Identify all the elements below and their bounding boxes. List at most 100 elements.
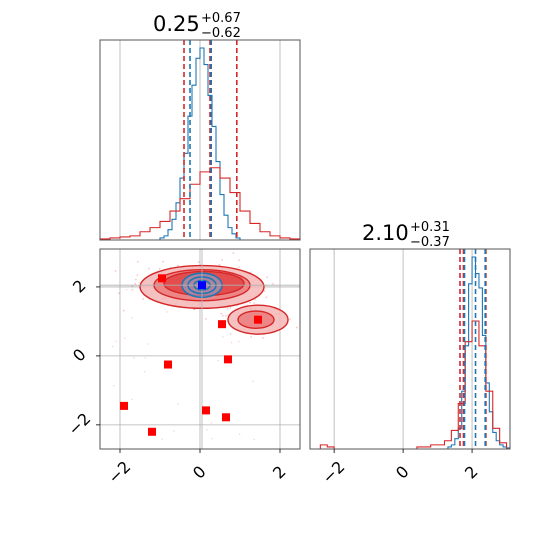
joint-cloud-point [131, 316, 133, 319]
joint-cloud-point [295, 326, 298, 329]
marginal-2-histograms [319, 256, 511, 450]
joint-cloud-point [125, 288, 128, 291]
joint-cloud-point [236, 305, 239, 307]
joint-cloud-point [253, 302, 256, 304]
joint-red-marker [148, 427, 156, 436]
joint-red-markers [120, 274, 262, 436]
joint-cloud-point [232, 252, 235, 254]
marginal-1-title-lower: −0.62 [201, 26, 241, 41]
joint-cloud-point [307, 291, 309, 293]
joint-cloud-point [250, 336, 252, 338]
joint-cloud-point [230, 341, 233, 344]
joint-y-tick-label: 0 [69, 345, 90, 366]
joint-x-ticks: −2 0 2 [104, 449, 290, 487]
joint-cloud-point [173, 430, 175, 432]
marginal-1-grid [119, 40, 281, 240]
joint-cloud-point [177, 264, 179, 267]
marginal-2-x-ticks: −2 0 2 [318, 449, 482, 487]
joint-cloud-point [221, 314, 224, 317]
joint-cloud-point [133, 356, 135, 359]
joint-cloud-point [197, 261, 200, 264]
joint-cloud-point [134, 278, 137, 281]
joint-cloud-point [162, 260, 164, 263]
joint-cloud-point [148, 267, 150, 270]
joint-cloud-point [114, 269, 117, 272]
joint-cloud-point [237, 266, 240, 269]
joint-cloud-point [262, 337, 264, 339]
marginal-1-title-value: 0.25 [153, 12, 200, 36]
joint-cloud-point [229, 332, 232, 335]
marginal-2-grid [333, 249, 473, 449]
joint-cloud-point [266, 276, 268, 279]
joint-cloud-point [263, 290, 266, 292]
joint-cloud-point [226, 307, 229, 310]
marginal-2-x-tick-label: −2 [318, 457, 348, 487]
joint-x-tick-label: 0 [189, 462, 210, 483]
joint-cloud-point [229, 306, 232, 309]
joint-blue-marker [198, 281, 206, 290]
joint-cloud-point [122, 309, 125, 312]
joint-blue-marker [198, 281, 206, 290]
marginal-1-quantile-lines [183, 40, 238, 240]
joint-cloud-point [211, 437, 214, 440]
joint-grid [100, 249, 300, 449]
joint-cloud-point [221, 258, 224, 261]
joint-y-tick-label: 2 [69, 276, 90, 297]
joint-cloud-point [118, 292, 121, 295]
joint-red-marker [120, 401, 128, 410]
joint-cloud-point [143, 370, 146, 373]
joint-cloud-point [265, 296, 268, 299]
marginal-2-quantile-lines [459, 249, 487, 449]
joint-cloud-point [158, 267, 161, 270]
joint-cloud-point [252, 380, 254, 383]
joint-cloud-point [147, 343, 150, 345]
joint-x-tick-label: 2 [269, 462, 290, 483]
joint-cloud-point [112, 384, 115, 387]
marginal-2-title-value: 2.10 [362, 221, 409, 245]
marginal-1-series-blue [159, 47, 241, 240]
marginal-panel-1: 0.25 +0.67 −0.62 [99, 11, 301, 241]
marginal-2-series-blue [447, 256, 511, 449]
marginal-1-series-red [99, 167, 301, 240]
marginal-1-frame [99, 39, 301, 241]
joint-cloud-point [210, 422, 213, 424]
joint-x-tick-label: −2 [104, 457, 134, 487]
marginal-2-title-lower: −0.37 [410, 235, 450, 250]
joint-red-marker [218, 320, 226, 329]
joint-red-marker [164, 360, 172, 369]
joint-cloud-point [205, 317, 207, 320]
joint-cloud-point [206, 428, 208, 431]
joint-red-marker [254, 315, 262, 324]
joint-cloud-point [144, 356, 147, 359]
joint-cloud-point [161, 438, 163, 440]
joint-cloud-point [272, 282, 274, 285]
joint-cloud-point [289, 318, 291, 321]
joint-cloud-point [138, 281, 140, 284]
joint-cloud-point [218, 263, 221, 266]
joint-cloud-point [249, 301, 251, 304]
joint-cloud-point [124, 337, 126, 339]
joint-red-marker [224, 355, 232, 364]
joint-cloud-point [134, 283, 137, 285]
joint-cloud-point [217, 359, 219, 362]
marginal-2-x-tick-label: 0 [392, 462, 413, 483]
joint-cloud-point [238, 433, 241, 436]
joint-red-marker [158, 274, 166, 283]
marginal-2-series-red [319, 320, 508, 450]
joint-cloud-point [115, 340, 117, 343]
joint-panel: −2 0 2 −2 0 2 [64, 248, 309, 487]
joint-cloud-point [225, 314, 227, 317]
joint-cloud-point [131, 398, 133, 401]
joint-cloud-point [131, 285, 134, 288]
joint-cloud-point [166, 311, 168, 313]
marginal-2-title-upper: +0.31 [410, 220, 450, 235]
joint-cloud-point [177, 403, 179, 405]
joint-cloud-point [111, 345, 114, 348]
joint-cloud-point [222, 336, 224, 338]
joint-cloud-point [238, 340, 240, 343]
marginal-panel-2: 2.10 +0.31 −0.37 −2 0 2 [309, 220, 511, 487]
joint-y-ticks: −2 0 2 [64, 276, 100, 439]
joint-cloud-point [220, 312, 223, 315]
joint-y-tick-label: −2 [64, 409, 94, 439]
joint-cloud-point [131, 288, 134, 291]
